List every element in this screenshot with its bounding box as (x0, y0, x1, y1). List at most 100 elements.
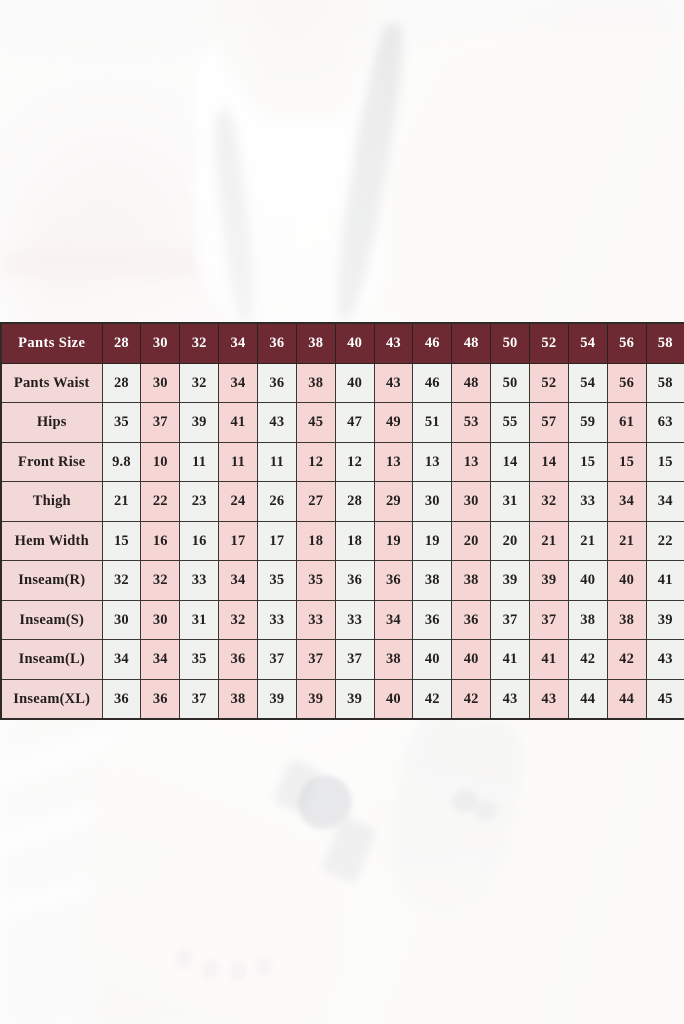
table-row-label: Hem Width (0, 520, 103, 561)
table-row-label: Hips (0, 402, 103, 443)
table-cell: 30 (451, 481, 492, 522)
table-cell: 42 (451, 678, 492, 720)
table-cell: 34 (218, 560, 258, 601)
table-cell: 11 (256, 441, 297, 482)
table-cell: 42 (606, 639, 647, 680)
table-header-size-cell: 36 (256, 322, 297, 364)
table-cell: 33 (334, 599, 375, 640)
table-cell: 39 (645, 599, 684, 640)
table-cell: 22 (140, 481, 181, 522)
table-cell: 40 (373, 678, 414, 720)
table-header-size-cell: 32 (179, 322, 220, 364)
table-cell: 16 (179, 520, 220, 561)
table-row: Inseam(L) 34 34 35 36 37 37 37 38 40 40 41 41 42 42 43 (0, 639, 684, 680)
table-row: Inseam(R) 32 32 33 34 35 35 36 36 38 38 39 39 40 40 41 (0, 560, 684, 601)
table-cell: 18 (295, 520, 336, 561)
table-cell: 21 (606, 520, 647, 561)
table-cell: 36 (256, 362, 297, 403)
table-cell: 14 (490, 441, 530, 482)
table-cell: 36 (218, 639, 258, 680)
table-cell: 32 (528, 481, 569, 522)
table-cell: 33 (179, 560, 220, 601)
table-row-label: Front Rise (0, 441, 103, 482)
table-cell: 39 (334, 678, 375, 720)
photo-wristwatch (298, 775, 352, 831)
table-cell: 41 (218, 402, 258, 443)
table-cell: 23 (179, 481, 220, 522)
table-cell: 15 (606, 441, 647, 482)
table-cell: 16 (140, 520, 181, 561)
table-cell: 57 (528, 402, 569, 443)
table-cell: 37 (295, 639, 336, 680)
table-row-label: Inseam(XL) (0, 678, 103, 720)
table-cell: 38 (567, 599, 608, 640)
table-row: Inseam(S) 30 30 31 32 33 33 33 34 36 36 37 37 38 38 39 (0, 599, 684, 640)
table-row: Hem Width 15 16 16 17 17 18 18 19 19 20 20 21 21 21 22 (0, 520, 684, 561)
table-cell: 36 (412, 599, 453, 640)
table-cell: 38 (451, 560, 492, 601)
table-cell: 36 (101, 678, 142, 720)
table-cell: 11 (218, 441, 258, 482)
table-cell: 37 (140, 402, 181, 443)
table-cell: 43 (373, 362, 414, 403)
table-cell: 42 (412, 678, 453, 720)
table-cell: 37 (528, 599, 569, 640)
table-cell: 13 (412, 441, 453, 482)
table-cell: 17 (256, 520, 297, 561)
photo-finger-tattoo (176, 950, 192, 968)
table-cell: 41 (490, 639, 530, 680)
table-row-label: Thigh (0, 481, 103, 522)
table-cell: 39 (528, 560, 569, 601)
table-cell: 43 (256, 402, 297, 443)
table-cell: 34 (373, 599, 414, 640)
table-header-size-cell: 38 (295, 322, 336, 364)
table-cell: 21 (528, 520, 569, 561)
table-header-row: Pants Size 28 30 32 34 36 38 40 43 46 48 50 52 54 56 58 (0, 322, 684, 364)
table-cell: 28 (334, 481, 375, 522)
table-cell: 35 (256, 560, 297, 601)
table-cell: 34 (140, 639, 181, 680)
table-header-size-cell: 40 (334, 322, 375, 364)
table-cell: 33 (295, 599, 336, 640)
table-cell: 42 (567, 639, 608, 680)
table-cell: 15 (567, 441, 608, 482)
table-row: Thigh 21 22 23 24 26 27 28 29 30 30 31 32 33 34 34 (0, 481, 684, 522)
table-cell: 43 (645, 639, 684, 680)
table-cell: 30 (140, 599, 181, 640)
table-cell: 39 (490, 560, 530, 601)
photo-finger-tattoo (202, 960, 218, 978)
table-cell: 38 (412, 560, 453, 601)
table-header-size-cell: 52 (528, 322, 569, 364)
table-cell: 13 (451, 441, 492, 482)
table-cell: 39 (179, 402, 220, 443)
table-cell: 35 (101, 402, 142, 443)
table-cell: 31 (490, 481, 530, 522)
table-cell: 43 (528, 678, 569, 720)
table-cell: 63 (645, 402, 684, 443)
table-cell: 48 (451, 362, 492, 403)
table-cell: 15 (645, 441, 684, 482)
table-cell: 18 (334, 520, 375, 561)
table-cell: 12 (334, 441, 375, 482)
table-cell: 11 (179, 441, 220, 482)
table-cell: 36 (334, 560, 375, 601)
photo-hand (150, 830, 340, 1010)
table-cell: 50 (490, 362, 530, 403)
table-cell: 36 (373, 560, 414, 601)
table-cell: 58 (645, 362, 684, 403)
table-row: Front Rise 9.8 10 11 11 11 12 12 13 13 13 14 14 15 15 1… (0, 441, 684, 482)
table-cell: 31 (179, 599, 220, 640)
table-cell: 33 (567, 481, 608, 522)
table-cell: 40 (567, 560, 608, 601)
table-cell: 33 (256, 599, 297, 640)
table-body: Pants Waist 28 30 32 34 36 38 40 43 46 48 50 52 54 56 5… (0, 362, 684, 720)
table-cell: 40 (451, 639, 492, 680)
table-row-label: Inseam(S) (0, 599, 103, 640)
table-cell: 30 (412, 481, 453, 522)
table-header-size-cell: 56 (606, 322, 647, 364)
table-cell: 34 (101, 639, 142, 680)
table-cell: 53 (451, 402, 492, 443)
table-row: Inseam(XL) 36 36 37 38 39 39 39 40 42 42 43 43 44 44 45 (0, 678, 684, 720)
table-cell: 32 (101, 560, 142, 601)
table-cell: 19 (412, 520, 453, 561)
